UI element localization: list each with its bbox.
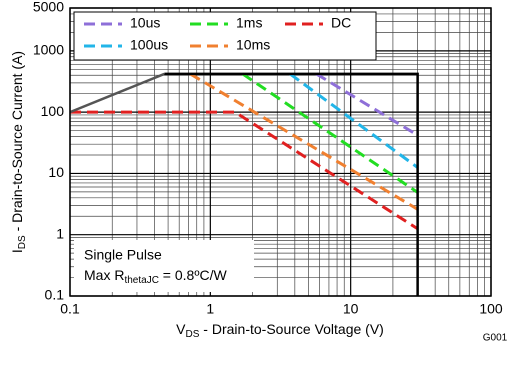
plot-border (69, 7, 492, 297)
y-tick-label: 100 (41, 103, 65, 119)
x-axis-label-part: - Drain-to-Source Voltage (V) (199, 321, 383, 337)
legend-label: 10us (130, 15, 160, 31)
x-tick-label: 10 (343, 301, 359, 317)
annotation-box (74, 240, 254, 292)
series-line (315, 72, 419, 137)
x-axis-label-part: V (176, 321, 186, 337)
series-line (70, 110, 419, 231)
annotation-part: = 0.8ºC/W (159, 267, 228, 283)
annotation: Single Pulse (84, 247, 162, 263)
y-tick-label: 0.1 (45, 287, 65, 303)
y-tick-label: 1000 (33, 42, 64, 58)
limit-line (164, 72, 419, 296)
x-tick-label: 100 (479, 301, 503, 317)
x-axis-label-part: DS (186, 329, 200, 340)
series-line (241, 72, 419, 194)
y-tick-label: 5000 (33, 0, 64, 15)
note: G001 (483, 333, 508, 344)
x-axis-label: VDS - Drain-to-Source Voltage (V) (176, 321, 384, 340)
legend-label: 10ms (236, 37, 270, 53)
annotation: Max RthetaJC = 0.8ºC/W (84, 267, 227, 286)
x-tick-label: 0.1 (60, 301, 80, 317)
legend-label: DC (331, 15, 351, 31)
annotation-part: thetaJC (124, 275, 158, 286)
x-tick-label: 1 (206, 301, 214, 317)
limit-line (69, 72, 165, 114)
y-axis-label-part: - Drain-to-Source Current (A) (9, 51, 25, 235)
legend-box (73, 11, 377, 61)
legend-label: 1ms (236, 15, 262, 31)
series-line (189, 72, 419, 211)
annotation-part: Max R (84, 267, 124, 283)
y-tick-label: 10 (48, 164, 64, 180)
y-axis-label: IDS - Drain-to-Source Current (A) (9, 51, 28, 253)
y-tick-label: 1 (56, 225, 64, 241)
series-line (289, 72, 419, 169)
y-axis-label-part: DS (17, 235, 28, 249)
y-axis-label-part: I (9, 249, 25, 253)
legend-label: 100us (130, 37, 168, 53)
